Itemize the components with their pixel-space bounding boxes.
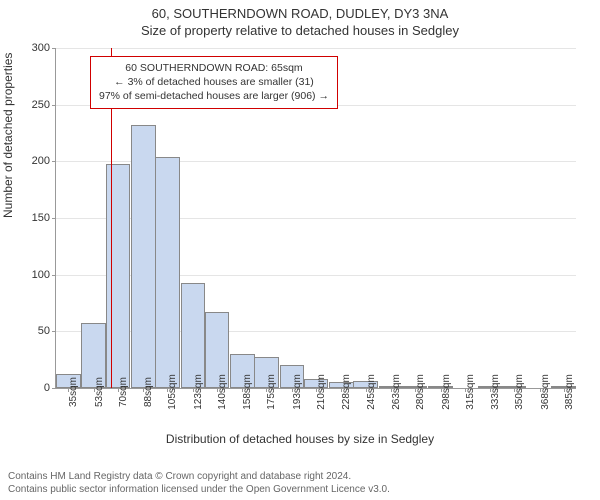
x-tick-label: 88sqm	[143, 377, 154, 407]
annotation-line2: ← 3% of detached houses are smaller (31)	[99, 75, 329, 89]
x-tick-label: 385sqm	[564, 374, 575, 410]
histogram-bar	[181, 283, 206, 388]
y-tick-mark	[52, 388, 56, 389]
x-tick-label: 70sqm	[118, 377, 129, 407]
x-tick-label: 53sqm	[94, 377, 105, 407]
y-tick-mark	[52, 48, 56, 49]
annotation-box: 60 SOUTHERNDOWN ROAD: 65sqm ← 3% of deta…	[90, 56, 338, 109]
x-tick-label: 105sqm	[167, 374, 178, 410]
chart-container: 60, SOUTHERNDOWN ROAD, DUDLEY, DY3 3NA S…	[0, 0, 600, 500]
chart-title: 60, SOUTHERNDOWN ROAD, DUDLEY, DY3 3NA	[0, 0, 600, 21]
y-tick-label: 250	[32, 99, 50, 111]
y-tick-label: 200	[32, 155, 50, 167]
x-tick-label: 175sqm	[266, 374, 277, 410]
y-tick-mark	[52, 218, 56, 219]
grid-line	[56, 48, 576, 49]
y-axis-label: Number of detached properties	[1, 53, 15, 218]
annotation-line3: 97% of semi-detached houses are larger (…	[99, 89, 329, 103]
x-tick-label: 280sqm	[415, 374, 426, 410]
footer-line2: Contains public sector information licen…	[8, 483, 592, 496]
x-tick-label: 350sqm	[514, 374, 525, 410]
x-tick-label: 298sqm	[441, 374, 452, 410]
y-tick-mark	[52, 161, 56, 162]
y-tick-mark	[52, 275, 56, 276]
x-tick-label: 263sqm	[391, 374, 402, 410]
y-tick-mark	[52, 105, 56, 106]
x-tick-label: 228sqm	[341, 374, 352, 410]
histogram-bar	[131, 125, 156, 388]
x-tick-label: 140sqm	[217, 374, 228, 410]
y-tick-label: 300	[32, 42, 50, 54]
x-tick-label: 333sqm	[490, 374, 501, 410]
histogram-bar	[106, 164, 131, 388]
y-tick-label: 150	[32, 212, 50, 224]
footer-line1: Contains HM Land Registry data © Crown c…	[8, 470, 592, 483]
y-tick-label: 0	[44, 382, 50, 394]
histogram-bar	[155, 157, 180, 388]
footer: Contains HM Land Registry data © Crown c…	[8, 470, 592, 496]
x-axis-label: Distribution of detached houses by size …	[0, 432, 600, 446]
x-tick-label: 158sqm	[242, 374, 253, 410]
x-tick-label: 210sqm	[316, 374, 327, 410]
chart-subtitle: Size of property relative to detached ho…	[0, 21, 600, 42]
x-tick-label: 123sqm	[193, 374, 204, 410]
x-tick-label: 245sqm	[366, 374, 377, 410]
x-tick-label: 193sqm	[292, 374, 303, 410]
x-tick-label: 315sqm	[465, 374, 476, 410]
annotation-line1: 60 SOUTHERNDOWN ROAD: 65sqm	[99, 61, 329, 75]
y-tick-label: 100	[32, 269, 50, 281]
x-tick-label: 368sqm	[540, 374, 551, 410]
y-tick-mark	[52, 331, 56, 332]
y-tick-label: 50	[38, 325, 50, 337]
x-tick-label: 35sqm	[68, 377, 79, 407]
